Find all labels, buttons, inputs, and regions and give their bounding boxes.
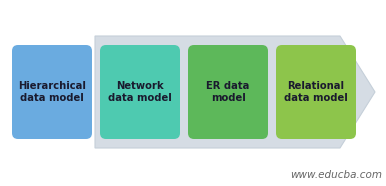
FancyBboxPatch shape <box>12 45 92 139</box>
Text: Network
data model: Network data model <box>108 81 172 103</box>
Text: Hierarchical
data model: Hierarchical data model <box>18 81 86 103</box>
Text: Relational
data model: Relational data model <box>284 81 348 103</box>
Text: www.educba.com: www.educba.com <box>290 170 382 180</box>
Polygon shape <box>95 36 375 148</box>
FancyBboxPatch shape <box>276 45 356 139</box>
FancyBboxPatch shape <box>100 45 180 139</box>
Text: ER data
model: ER data model <box>206 81 250 103</box>
FancyBboxPatch shape <box>188 45 268 139</box>
